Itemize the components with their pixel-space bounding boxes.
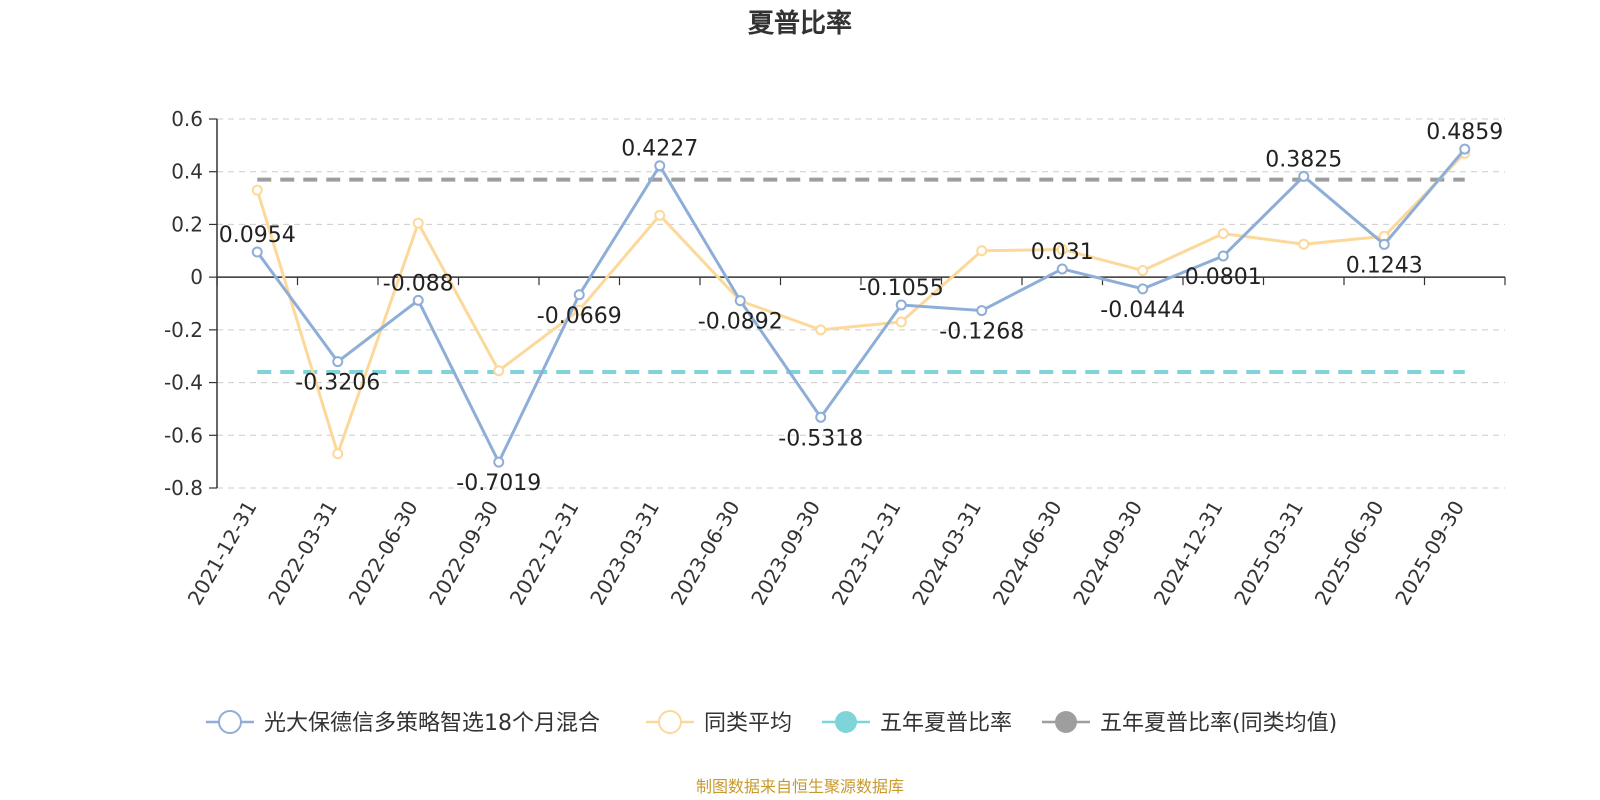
data-labels: 0.0954 -0.3206 -0.088 -0.7019 -0.0669 0.4227 -… <box>219 120 1503 496</box>
data-label: 0.031 <box>1031 240 1094 265</box>
legend-label: 五年夏普比率(同类均值) <box>1100 711 1337 736</box>
reference-lines <box>257 177 1465 375</box>
data-label: -0.5318 <box>778 426 863 451</box>
x-tick-label: 2023-09-30 <box>746 497 825 610</box>
data-point <box>895 299 907 311</box>
y-tick-label: -0.4 <box>164 371 203 395</box>
legend-label: 同类平均 <box>704 711 792 736</box>
legend-item-4[interactable]: 五年夏普比率(同类均值) <box>1042 711 1337 736</box>
x-tick-label: 2022-09-30 <box>424 497 503 610</box>
series-lines <box>251 143 1471 468</box>
legend-marker-icon <box>1055 711 1077 733</box>
data-point <box>251 246 263 258</box>
legend-item-2[interactable]: 同类平均 <box>646 710 792 736</box>
series-line-1 <box>256 148 1466 464</box>
source-note: 制图数据来自恒生聚源数据库 <box>696 777 904 796</box>
y-tick-label: 0.2 <box>171 212 203 236</box>
y-tick-label: -0.6 <box>164 423 203 447</box>
x-tick-label: 2023-03-31 <box>585 497 664 610</box>
y-tick-label: 0.4 <box>171 160 203 184</box>
x-tick-label: 2023-12-31 <box>827 497 906 610</box>
data-point <box>251 184 263 196</box>
y-tick-label: 0 <box>190 265 203 289</box>
data-label: -0.1268 <box>939 320 1024 345</box>
data-point <box>1459 143 1471 155</box>
data-point <box>976 305 988 317</box>
data-label: -0.0444 <box>1100 298 1185 323</box>
data-label: 0.3825 <box>1265 147 1342 172</box>
data-point <box>1137 283 1149 295</box>
data-label: -0.3206 <box>295 371 380 396</box>
y-tick-label: -0.2 <box>164 318 203 342</box>
data-point <box>815 324 827 336</box>
data-label: 0.0801 <box>1185 265 1262 290</box>
data-point <box>976 245 988 257</box>
chart-title: 夏普比率 <box>748 8 852 39</box>
y-tick-label: 0.6 <box>171 107 203 131</box>
x-tick-label: 2023-06-30 <box>666 497 745 610</box>
data-point <box>412 294 424 306</box>
x-tick-label: 2022-12-31 <box>505 497 584 610</box>
data-point <box>1056 243 1068 255</box>
data-point <box>1298 238 1310 250</box>
x-tick-label: 2025-09-30 <box>1390 497 1469 610</box>
data-point <box>573 289 585 301</box>
legend[interactable]: 光大保德信多策略智选18个月混合 同类平均 五年夏普比率 五年夏普比率(同类均值) <box>206 710 1337 736</box>
data-point <box>332 356 344 368</box>
legend-marker-icon <box>218 710 242 734</box>
data-label: -0.7019 <box>456 471 541 496</box>
x-tick-label: 2024-12-31 <box>1149 497 1228 610</box>
data-point <box>493 365 505 377</box>
x-tick-label: 2024-03-31 <box>907 497 986 610</box>
data-label: 0.0954 <box>219 223 296 248</box>
data-point <box>1137 265 1149 277</box>
data-point <box>654 160 666 172</box>
data-label: -0.0669 <box>537 304 622 329</box>
data-label: 0.1243 <box>1346 253 1423 278</box>
data-point <box>1217 250 1229 262</box>
data-point <box>1298 170 1310 182</box>
data-point <box>654 209 666 221</box>
x-tick-label: 2021-12-31 <box>183 497 262 610</box>
data-point <box>815 411 827 423</box>
legend-item-1[interactable]: 光大保德信多策略智选18个月混合 <box>206 710 600 736</box>
data-point <box>895 316 907 328</box>
data-point <box>1056 263 1068 275</box>
legend-label: 光大保德信多策略智选18个月混合 <box>264 711 600 736</box>
x-tick-label: 2025-03-31 <box>1229 497 1308 610</box>
x-tick-label: 2022-06-30 <box>344 497 423 610</box>
data-point <box>573 304 585 316</box>
data-point <box>493 456 505 468</box>
data-label: 0.4227 <box>621 137 698 162</box>
x-tick-label: 2024-09-30 <box>1068 497 1147 610</box>
x-tick-label: 2024-06-30 <box>988 497 1067 610</box>
legend-label: 五年夏普比率 <box>880 711 1012 736</box>
legend-marker-icon <box>835 711 857 733</box>
legend-item-3[interactable]: 五年夏普比率 <box>822 711 1012 736</box>
data-point <box>332 448 344 460</box>
data-point <box>734 295 746 307</box>
data-point <box>412 217 424 229</box>
data-label: 0.4859 <box>1426 120 1503 145</box>
y-tick-label: -0.8 <box>164 476 203 500</box>
data-point <box>1378 238 1390 250</box>
data-label: -0.088 <box>383 271 454 296</box>
series-line-2 <box>255 152 1466 456</box>
x-tick-label: 2022-03-31 <box>263 497 342 610</box>
data-point <box>1217 228 1229 240</box>
data-label: -0.1055 <box>859 276 944 301</box>
x-tick-label: 2025-06-30 <box>1310 497 1389 610</box>
legend-marker-icon <box>658 710 682 734</box>
data-label: -0.0892 <box>698 310 783 335</box>
